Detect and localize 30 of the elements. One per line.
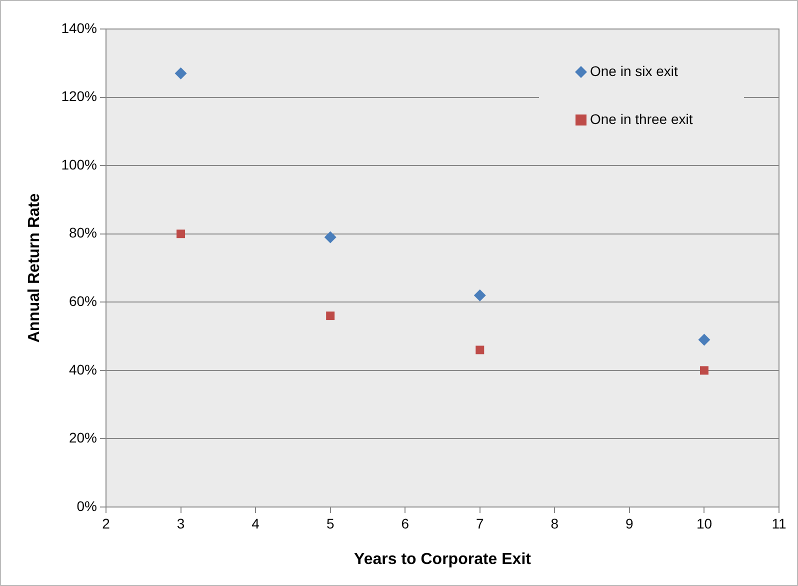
point bbox=[476, 346, 484, 354]
y-tick-label: 100% bbox=[61, 156, 98, 172]
legend-label: One in three exit bbox=[590, 110, 693, 127]
y-tick-label: 0% bbox=[76, 498, 98, 514]
y-tick-label: 80% bbox=[68, 224, 98, 241]
point bbox=[326, 312, 335, 320]
y-tick-label: 60% bbox=[68, 293, 98, 309]
legend-label: One in six exit bbox=[590, 62, 678, 79]
y-tick-label: 40% bbox=[68, 361, 98, 378]
y-tick-label: 20% bbox=[68, 430, 98, 446]
x-tick-label: 10 bbox=[696, 515, 712, 532]
point bbox=[474, 289, 486, 302]
x-tick-label: 4 bbox=[252, 515, 260, 532]
y-tick-label: 140% bbox=[61, 20, 98, 36]
y-tick-label: 120% bbox=[61, 88, 98, 104]
x-tick-label: 7 bbox=[476, 515, 484, 532]
x-tick-label: 11 bbox=[772, 515, 786, 532]
x-tick-label: 8 bbox=[550, 515, 559, 532]
point bbox=[174, 67, 187, 80]
x-tick-label: 6 bbox=[401, 515, 410, 532]
x-tick-label: 2 bbox=[102, 515, 110, 532]
point bbox=[698, 334, 710, 346]
x-axis-title: Years to Corporate Exit bbox=[354, 550, 532, 568]
x-tick-label: 5 bbox=[326, 515, 334, 532]
point bbox=[176, 230, 186, 238]
point bbox=[700, 366, 708, 375]
x-tick-label: 3 bbox=[176, 515, 185, 532]
y-axis-title: Annual Return Rate bbox=[26, 193, 44, 343]
x-tick-label: 9 bbox=[626, 515, 634, 532]
point bbox=[324, 231, 336, 244]
